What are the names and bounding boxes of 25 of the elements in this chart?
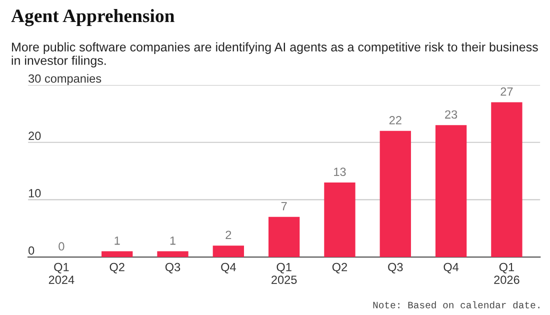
x-tick-label: Q3 xyxy=(165,262,180,274)
x-tick-label: Q3 xyxy=(388,262,403,274)
data-label: 1 xyxy=(114,236,120,245)
x-tick-label: Q4 xyxy=(444,262,459,274)
chart-title: Agent Apprehension xyxy=(11,9,174,26)
y-tick-label: 20 xyxy=(28,132,41,140)
text: Note: Based on calendar date. xyxy=(373,301,540,308)
data-label: 2 xyxy=(226,230,232,239)
x-tick-label: Q4 xyxy=(221,262,236,274)
x-tick-label: Q1 2026 xyxy=(494,262,520,284)
x-tick-label: Q2 xyxy=(332,262,348,274)
data-label: 0 xyxy=(58,242,64,251)
chart-subtitle: More public software companies are identifying AI agents as a competitive risk to their business in investor filings. xyxy=(12,42,538,68)
data-label: 22 xyxy=(389,116,402,124)
x-tick-label: Q1 2025 xyxy=(272,262,297,284)
data-label: 7 xyxy=(281,202,287,210)
x-tick-label: Q2 xyxy=(110,262,124,274)
data-label: 13 xyxy=(334,168,346,176)
data-label: 27 xyxy=(500,87,513,96)
y-tick-label: 10 xyxy=(28,189,41,198)
x-tick-label: Q1 2024 xyxy=(48,262,74,284)
data-label: 23 xyxy=(445,110,458,119)
y-tick-label: 30 companies xyxy=(28,74,102,86)
y-tick-label: 0 xyxy=(28,246,34,255)
data-label: 1 xyxy=(170,236,176,245)
